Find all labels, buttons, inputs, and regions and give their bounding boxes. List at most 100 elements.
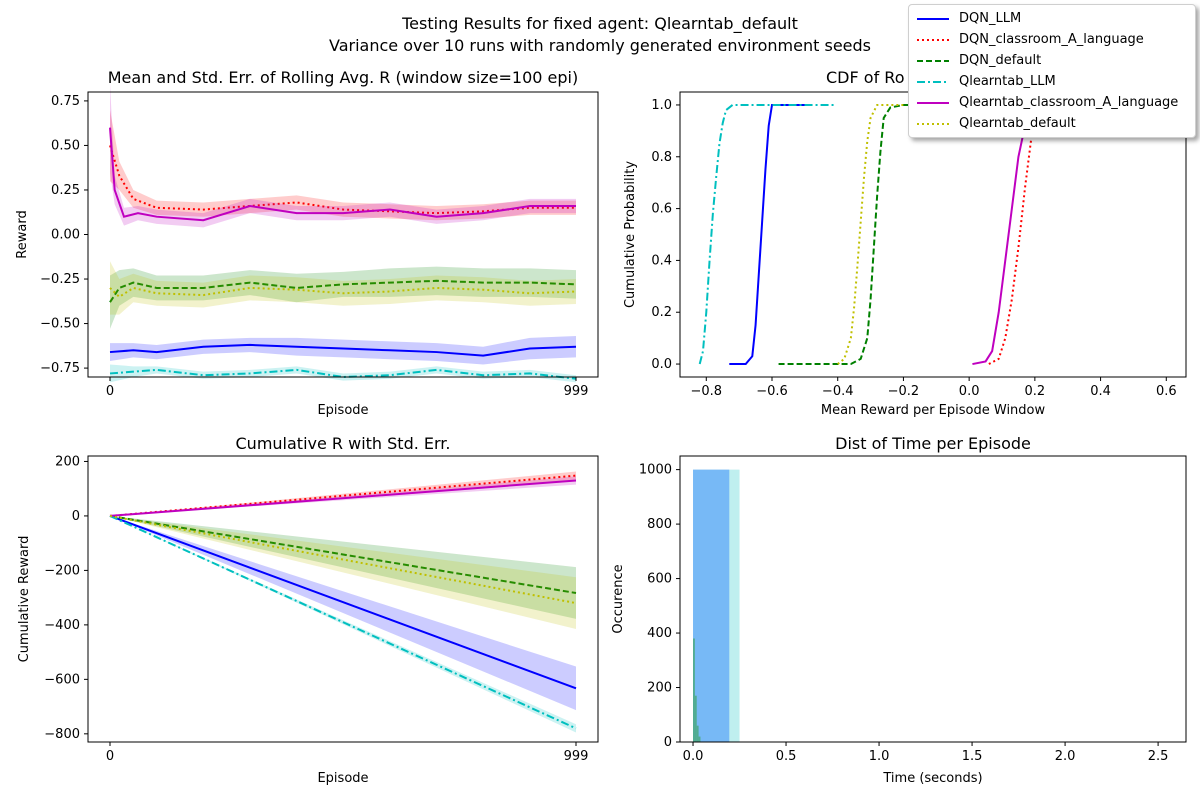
x-tick-label: 1.0: [869, 749, 890, 764]
series-line: [109, 343, 577, 357]
x-tick-label: 2.5: [1148, 749, 1169, 764]
cdf-line: [837, 103, 904, 365]
y-tick-label: 0.4: [651, 253, 672, 268]
legend-line-icon: [917, 102, 949, 104]
histogram-bar: [696, 725, 699, 742]
histogram-bar: [693, 469, 740, 742]
y-tick-label: 400: [647, 626, 672, 641]
legend-line-icon: [917, 123, 949, 125]
legend-line-icon: [917, 18, 949, 20]
histogram-bar: [693, 638, 695, 742]
y-axis-label: Cumulative Probability: [623, 161, 638, 308]
x-tick-label: 999: [564, 384, 589, 399]
x-tick-label: 0.4: [1090, 384, 1111, 399]
error-band: [110, 261, 576, 315]
cdf-line: [972, 104, 1033, 366]
y-tick-label: 200: [55, 454, 80, 469]
x-axis-label: Episode: [317, 771, 368, 786]
error-band: [110, 266, 576, 329]
y-tick-label: 0.25: [51, 183, 80, 198]
histogram-bar: [694, 695, 697, 742]
cumulative-reward-chart: 200 0 −200 −400 −600 −800 0 999 Episode Cumulativ…: [17, 454, 599, 786]
figure-title-line1: Testing Results for fixed agent: Qlearnt…: [402, 14, 798, 33]
x-tick-label: 0.0: [683, 749, 704, 764]
series-line: [109, 279, 577, 303]
series-line: [109, 145, 576, 215]
y-tick-label: 600: [647, 572, 672, 587]
series-line: [109, 515, 577, 730]
x-axis-label: Mean Reward per Episode Window: [821, 403, 1046, 418]
x-tick-label: −0.6: [756, 384, 788, 399]
x-tick-label: 0.5: [776, 749, 797, 764]
y-tick-label: 0.0: [651, 357, 672, 372]
x-tick-label: 0: [106, 749, 114, 764]
y-axis-label: Occurence: [611, 564, 626, 633]
figure-title-line2: Variance over 10 runs with randomly gene…: [328, 36, 871, 55]
error-band: [110, 515, 576, 619]
y-tick-label: 0: [72, 509, 80, 524]
legend-label: DQN_default: [959, 53, 1042, 68]
series-line: [109, 514, 577, 605]
y-tick-label: −400: [44, 618, 80, 633]
subplot1-title: Mean and Std. Err. of Rolling Avg. R (wi…: [107, 68, 579, 87]
y-tick-label: −600: [44, 672, 80, 687]
x-tick-label: 0: [106, 384, 114, 399]
plot-frame: [87, 455, 599, 743]
y-tick-label: −800: [44, 727, 80, 742]
time-distribution-chart: 0 200 400 600 800 1000 0.0 0.5 1.0 1.5 2.0 2.5 Time …: [611, 455, 1187, 786]
error-band: [110, 364, 576, 383]
subplot3-title: Cumulative R with Std. Err.: [235, 434, 451, 453]
series-line: [109, 368, 577, 380]
error-band: [110, 515, 576, 629]
legend-label: Qlearntab_default: [959, 116, 1076, 131]
series-line: [109, 514, 577, 594]
y-tick-label: 0.2: [651, 305, 672, 320]
y-tick-label: −0.50: [40, 317, 80, 332]
error-band: [110, 476, 576, 516]
series-line: [109, 479, 577, 517]
x-tick-label: −0.2: [888, 384, 920, 399]
cdf-line: [778, 103, 914, 366]
error-band: [110, 83, 576, 228]
x-tick-label: 2.0: [1055, 749, 1076, 764]
x-tick-label: −0.8: [690, 384, 722, 399]
legend-label: Qlearntab_LLM: [959, 74, 1056, 89]
y-tick-label: −0.25: [40, 272, 80, 287]
y-tick-label: 800: [647, 517, 672, 532]
legend-label: DQN_LLM: [959, 11, 1022, 26]
y-tick-label: 1000: [639, 463, 672, 478]
series-line: [109, 286, 577, 299]
x-tick-label: 0.6: [1156, 384, 1177, 399]
legend-line-icon: [917, 81, 949, 83]
y-tick-label: 0.8: [651, 150, 672, 165]
rolling-reward-chart: 0.75 0.50 0.25 0.00 −0.25 −0.50 −0.75 0 999 Episo…: [15, 83, 599, 418]
x-tick-label: 1.5: [962, 749, 983, 764]
y-tick-label: 0.75: [51, 94, 80, 109]
x-axis-label: Time (seconds): [882, 771, 982, 786]
error-band: [110, 336, 576, 365]
series-line: [109, 127, 576, 222]
y-tick-label: 0: [664, 735, 672, 750]
histogram-bar: [698, 736, 701, 742]
y-axis-label: Cumulative Reward: [17, 536, 32, 663]
error-band: [110, 109, 576, 221]
legend: DQN_LLM DQN_classroom_A_language DQN_def…: [908, 4, 1196, 138]
legend-line-icon: [917, 39, 949, 41]
series-line: [109, 514, 577, 690]
plot-frame: [87, 91, 599, 378]
y-axis-label: Reward: [15, 210, 30, 258]
plot-frame: [679, 455, 1187, 743]
subplot2-title: CDF of Ro: [826, 68, 905, 87]
x-tick-label: −0.4: [822, 384, 854, 399]
subplot4-title: Dist of Time per Episode: [835, 434, 1031, 453]
y-tick-label: 0.50: [51, 138, 80, 153]
x-tick-label: 999: [564, 749, 589, 764]
error-band: [110, 471, 576, 516]
legend-label: Qlearntab_classroom_A_language: [959, 95, 1179, 110]
legend-label: DQN_classroom_A_language: [959, 32, 1144, 47]
y-tick-label: 200: [647, 681, 672, 696]
x-axis-label: Episode: [317, 403, 368, 418]
y-tick-label: 0.6: [651, 202, 672, 217]
y-tick-label: −0.75: [40, 361, 80, 376]
cdf-line: [698, 103, 835, 365]
